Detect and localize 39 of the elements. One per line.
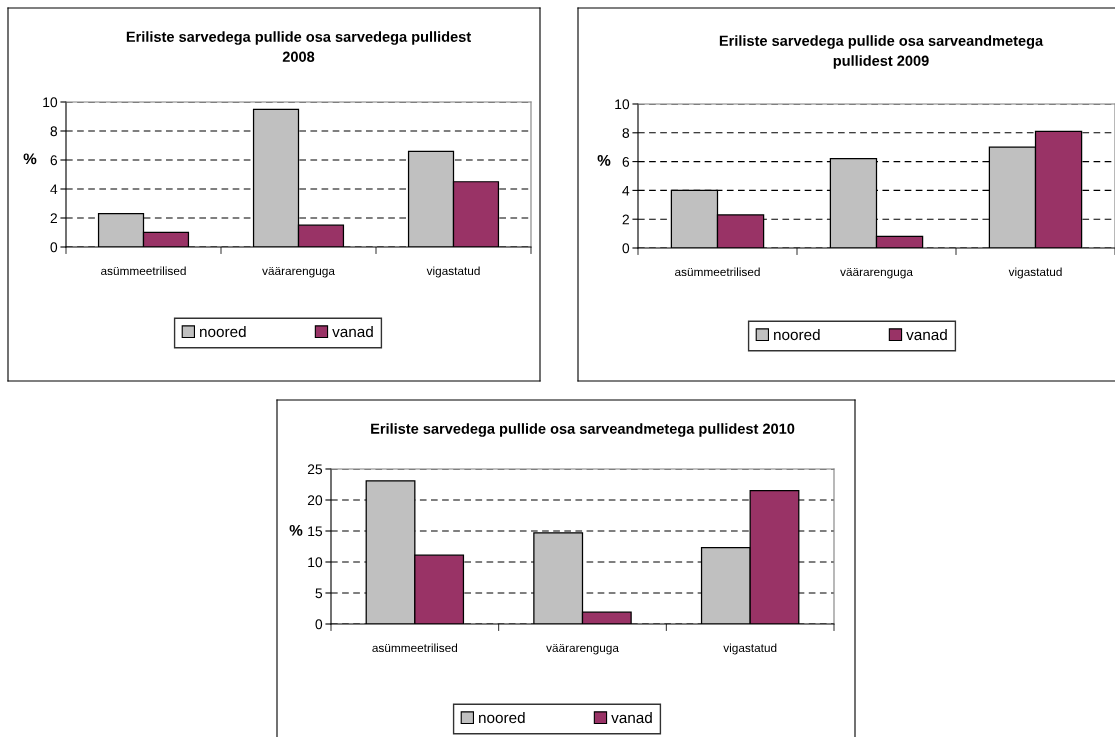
x-tick-label: vigastatud: [723, 643, 777, 655]
x-tick-label: vigastatud: [426, 266, 480, 278]
legend-label: noored: [200, 325, 246, 338]
legend-label: vanad: [611, 711, 652, 724]
chart-title: Eriliste sarvedega pullide osa sarveandmetega pullidest 2009: [719, 35, 1044, 69]
y-tick-label: 25: [307, 464, 323, 475]
x-tick-label: väärarenguga: [262, 266, 335, 278]
y-axis-title: %: [23, 153, 37, 165]
x-tick-label: asümmeetrilised: [675, 267, 760, 277]
y-tick-label: 0: [315, 619, 323, 630]
y-tick-label: 2: [622, 214, 629, 225]
y-tick-label: 10: [615, 99, 630, 110]
x-tick-label: väärarenguga: [840, 267, 913, 279]
x-tick-label: väärarenguga: [546, 643, 619, 655]
y-tick-label: 6: [50, 155, 58, 166]
y-tick-label: 4: [622, 185, 630, 196]
x-tick-label: vigastatud: [1008, 267, 1062, 279]
y-tick-label: 6: [622, 156, 630, 167]
legend-label: noored: [479, 711, 525, 724]
y-tick-label: 10: [308, 557, 323, 568]
y-axis-title: %: [289, 524, 303, 536]
x-tick-label: asümmeetrilised: [101, 266, 186, 276]
y-tick-label: 2: [50, 213, 57, 224]
y-tick-label: 8: [622, 128, 630, 138]
y-tick-label: 15: [308, 526, 323, 537]
legend-label: vanad: [906, 328, 947, 341]
x-tick-label: asümmeetrilised: [372, 643, 458, 653]
y-tick-label: 0: [50, 242, 58, 253]
y-tick-label: 20: [307, 495, 323, 506]
y-tick-label: 4: [50, 184, 58, 195]
chart-title: Eriliste sarvedega pullide osa sarveandmetega pullidest 2010: [371, 423, 795, 437]
y-tick-label: 10: [43, 97, 58, 108]
y-tick-label: 8: [50, 126, 58, 137]
y-tick-label: 5: [315, 588, 323, 599]
legend-label: vanad: [332, 325, 373, 338]
y-axis-title: %: [597, 155, 611, 166]
chart-title: Eriliste sarvedega pullide osa sarvedega pullidest 2008: [126, 31, 471, 62]
y-tick-label: 0: [622, 243, 630, 254]
legend-label: noored: [774, 328, 820, 341]
